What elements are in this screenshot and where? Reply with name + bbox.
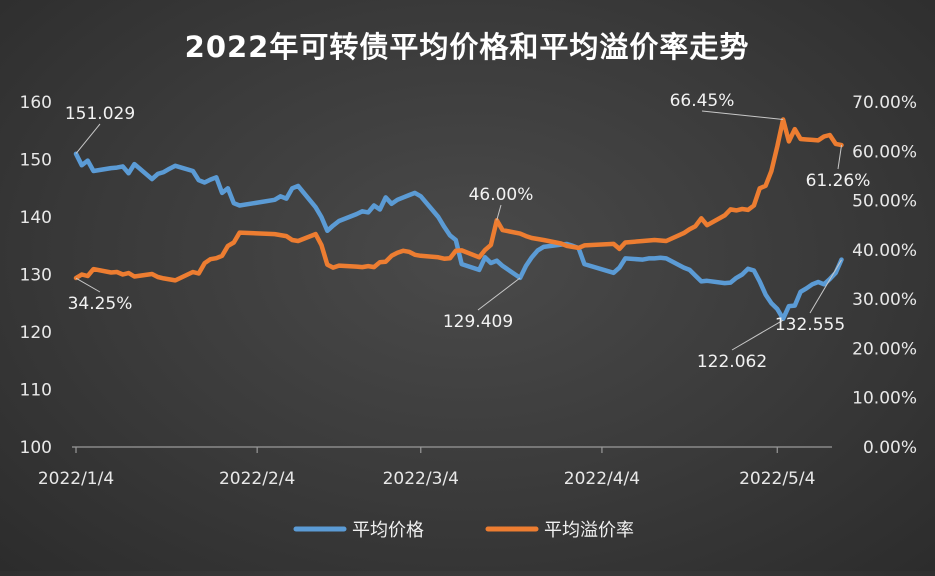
x-axis-tick-label: 2022/1/4: [38, 469, 114, 489]
left-axis-tick-label: 110: [20, 381, 52, 401]
data-labels: 151.029 34.25% 129.409 46.00% 66.45% 122.062 6…: [65, 91, 871, 372]
right-axis-tick-label: 40.00%: [852, 241, 917, 261]
data-label: 122.062: [697, 352, 767, 372]
left-axis-tick-label: 120: [20, 323, 52, 343]
left-axis-tick-label: 150: [20, 151, 52, 171]
legend-label: 平均溢价率: [544, 520, 634, 541]
x-axis-tick-label: 2022/5/4: [739, 469, 815, 489]
data-label: 129.409: [443, 312, 513, 332]
average-price-line: [73, 151, 844, 322]
average-premium-line: [73, 117, 844, 283]
left-axis-tick-label: 160: [20, 93, 52, 113]
x-axis-tick-label: 2022/4/4: [564, 469, 640, 489]
data-label-leader-line: [477, 277, 521, 311]
chart-title: 2022年可转债平均价格和平均溢价率走势: [185, 30, 750, 64]
data-label-leader-line: [75, 123, 101, 154]
right-axis-tick-label: 70.00%: [852, 93, 917, 113]
right-axis-tick-label: 0.00%: [863, 438, 917, 458]
data-label: 151.029: [65, 104, 135, 124]
x-axis-tick-label: 2022/2/4: [219, 469, 295, 489]
right-axis-tick-label: 50.00%: [852, 192, 917, 212]
data-label-leader-line: [701, 110, 784, 120]
right-axis: 0.00% 10.00% 20.00% 30.00% 40.00% 50.00% 60.00…: [852, 93, 917, 458]
series-layer: [73, 117, 844, 322]
data-label: 132.555: [775, 315, 845, 335]
data-label: 34.25%: [68, 294, 133, 314]
right-axis-tick-label: 30.00%: [852, 290, 917, 310]
x-axis: 2022/1/4 2022/2/4 2022/3/4 2022/4/4 2022/5/4: [38, 446, 832, 489]
data-label-leader-line: [496, 204, 502, 221]
data-label-leader-line: [75, 277, 101, 293]
data-label-leader-line: [809, 259, 842, 314]
right-axis-tick-label: 60.00%: [852, 142, 917, 162]
data-label-leader-line: [837, 145, 843, 170]
right-axis-tick-label: 10.00%: [852, 389, 917, 409]
legend-label: 平均价格: [352, 520, 424, 541]
left-axis-tick-label: 100: [20, 438, 52, 458]
legend: 平均价格 平均溢价率: [293, 520, 634, 541]
data-label-leader-line: [731, 319, 784, 351]
left-axis-tick-label: 130: [20, 266, 52, 286]
left-axis-tick-label: 140: [20, 208, 52, 228]
x-axis-tick-label: 2022/3/4: [383, 469, 459, 489]
data-label: 61.26%: [806, 171, 871, 191]
left-axis: 100 110 120 130 140 150 160: [20, 93, 52, 458]
data-label: 46.00%: [469, 185, 534, 205]
right-axis-tick-label: 20.00%: [852, 339, 917, 359]
data-label: 66.45%: [670, 91, 735, 111]
